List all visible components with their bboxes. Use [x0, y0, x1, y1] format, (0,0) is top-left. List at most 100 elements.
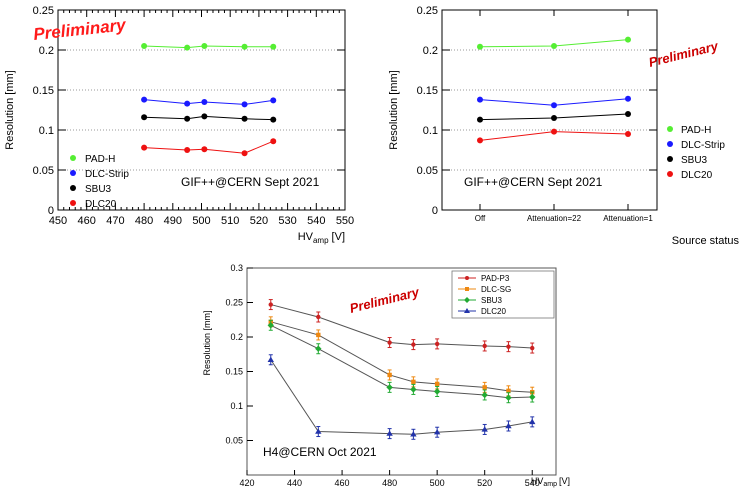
- y-tick-label: 0.25: [225, 298, 243, 308]
- data-point: [184, 100, 191, 107]
- x-tick-label: 520: [477, 478, 492, 488]
- data-point: [551, 102, 557, 109]
- data-point: [434, 381, 440, 387]
- y-axis-label: Resolution [mm]: [388, 70, 400, 149]
- data-point: [411, 342, 416, 347]
- chart-gif-hv: 0 0.05 0.1 0.15 0.2 0.25 450 460 470 480 490 500 510…: [4, 5, 354, 245]
- x-tick-label: 470: [106, 215, 124, 227]
- legend-marker: [667, 126, 673, 132]
- legend-label: DLC20: [681, 170, 713, 181]
- series-line: [270, 359, 533, 435]
- y-tick-label: 0: [432, 205, 438, 217]
- legend-marker: [70, 155, 76, 161]
- chart-annotation: GIF++@CERN Sept 2021: [181, 175, 320, 189]
- data-point: [267, 356, 274, 362]
- data-point: [433, 429, 441, 435]
- x-axis-label: Source status: [672, 235, 740, 247]
- y-tick-label: 0: [48, 205, 54, 217]
- legend-label: SBU3: [85, 184, 112, 195]
- x-axis-label: HVamp [V]: [531, 476, 570, 488]
- data-point: [434, 341, 440, 347]
- y-tick-label: 0.05: [417, 165, 438, 177]
- x-tick-label: 540: [525, 478, 540, 488]
- legend-label: PAD-P3: [481, 274, 510, 283]
- y-tick-label: 0.1: [39, 125, 54, 137]
- data-point: [477, 43, 483, 50]
- data-point: [551, 115, 557, 121]
- data-point: [482, 385, 487, 390]
- y-tick-label: 0.25: [33, 5, 54, 17]
- data-point: [201, 99, 208, 105]
- data-point: [481, 426, 488, 432]
- x-axis-label-sub: amp: [543, 481, 557, 488]
- data-point: [315, 345, 322, 352]
- x-tick-label: 490: [164, 215, 182, 227]
- data-point: [625, 95, 631, 102]
- data-point: [411, 379, 416, 385]
- data-point: [386, 430, 393, 436]
- data-point: [141, 43, 148, 49]
- x-axis-label-main: HV: [298, 231, 314, 243]
- y-tick-label: 0.15: [417, 85, 438, 97]
- data-point: [433, 388, 441, 395]
- legend-marker: [667, 171, 673, 177]
- x-category-label: Attenuation=22: [527, 214, 582, 223]
- x-tick-label: 440: [287, 478, 302, 488]
- series-line: [270, 324, 533, 399]
- data-point: [625, 111, 631, 117]
- data-point: [241, 115, 248, 122]
- y-axis-label: Resolution [mm]: [4, 70, 16, 149]
- legend-label: SBU3: [481, 296, 502, 305]
- y-tick-label: 0.3: [230, 263, 243, 273]
- y-tick-label: 0.15: [33, 85, 54, 97]
- x-axis-label-unit: [V]: [332, 231, 345, 243]
- data-point: [506, 388, 511, 394]
- data-point: [270, 43, 277, 50]
- data-point: [316, 314, 321, 320]
- legend-label: DLC-Strip: [85, 169, 129, 180]
- data-point: [551, 128, 557, 135]
- data-point: [625, 36, 631, 43]
- x-tick-label: 480: [135, 215, 153, 227]
- legend-label: DLC-SG: [481, 285, 511, 294]
- x-axis-label-sub: amp: [313, 236, 329, 245]
- plot-frame: [57, 9, 346, 211]
- data-point: [184, 44, 191, 51]
- legend-marker: [667, 156, 673, 162]
- data-point: [482, 343, 487, 349]
- x-tick-label: 500: [430, 478, 445, 488]
- x-category-label: Off: [475, 214, 486, 223]
- x-tick-label: 520: [250, 215, 268, 227]
- x-tick-label: 510: [221, 215, 239, 227]
- data-point: [241, 101, 248, 108]
- data-point: [505, 422, 512, 429]
- data-point: [477, 137, 483, 144]
- legend-marker: [464, 297, 470, 303]
- x-axis-label-unit: [V]: [559, 476, 570, 486]
- x-axis-label: HVamp [V]: [298, 231, 345, 245]
- data-point: [315, 428, 322, 434]
- data-point: [201, 113, 208, 120]
- data-point: [184, 115, 191, 122]
- series-line: [270, 321, 533, 393]
- x-tick-label: 530: [278, 215, 296, 227]
- x-tick-label: 480: [382, 478, 397, 488]
- chart-annotation: GIF++@CERN Sept 2021: [464, 175, 603, 189]
- x-tick-label: 500: [192, 215, 210, 227]
- data-point: [270, 116, 277, 123]
- x-tick-label: 550: [336, 215, 354, 227]
- legend-marker: [465, 276, 469, 280]
- data-point: [481, 391, 488, 399]
- data-point: [410, 431, 417, 437]
- data-point: [268, 302, 273, 307]
- legend-box: [451, 270, 555, 319]
- legend-marker: [667, 141, 673, 147]
- legend-marker: [465, 287, 469, 291]
- x-tick-label: 450: [49, 215, 67, 227]
- x-tick-label: 420: [239, 478, 254, 488]
- data-point: [387, 340, 392, 345]
- x-axis-label-main: HV: [531, 476, 544, 486]
- data-point: [141, 96, 148, 103]
- data-point: [241, 150, 248, 157]
- y-tick-label: 0.15: [225, 367, 243, 377]
